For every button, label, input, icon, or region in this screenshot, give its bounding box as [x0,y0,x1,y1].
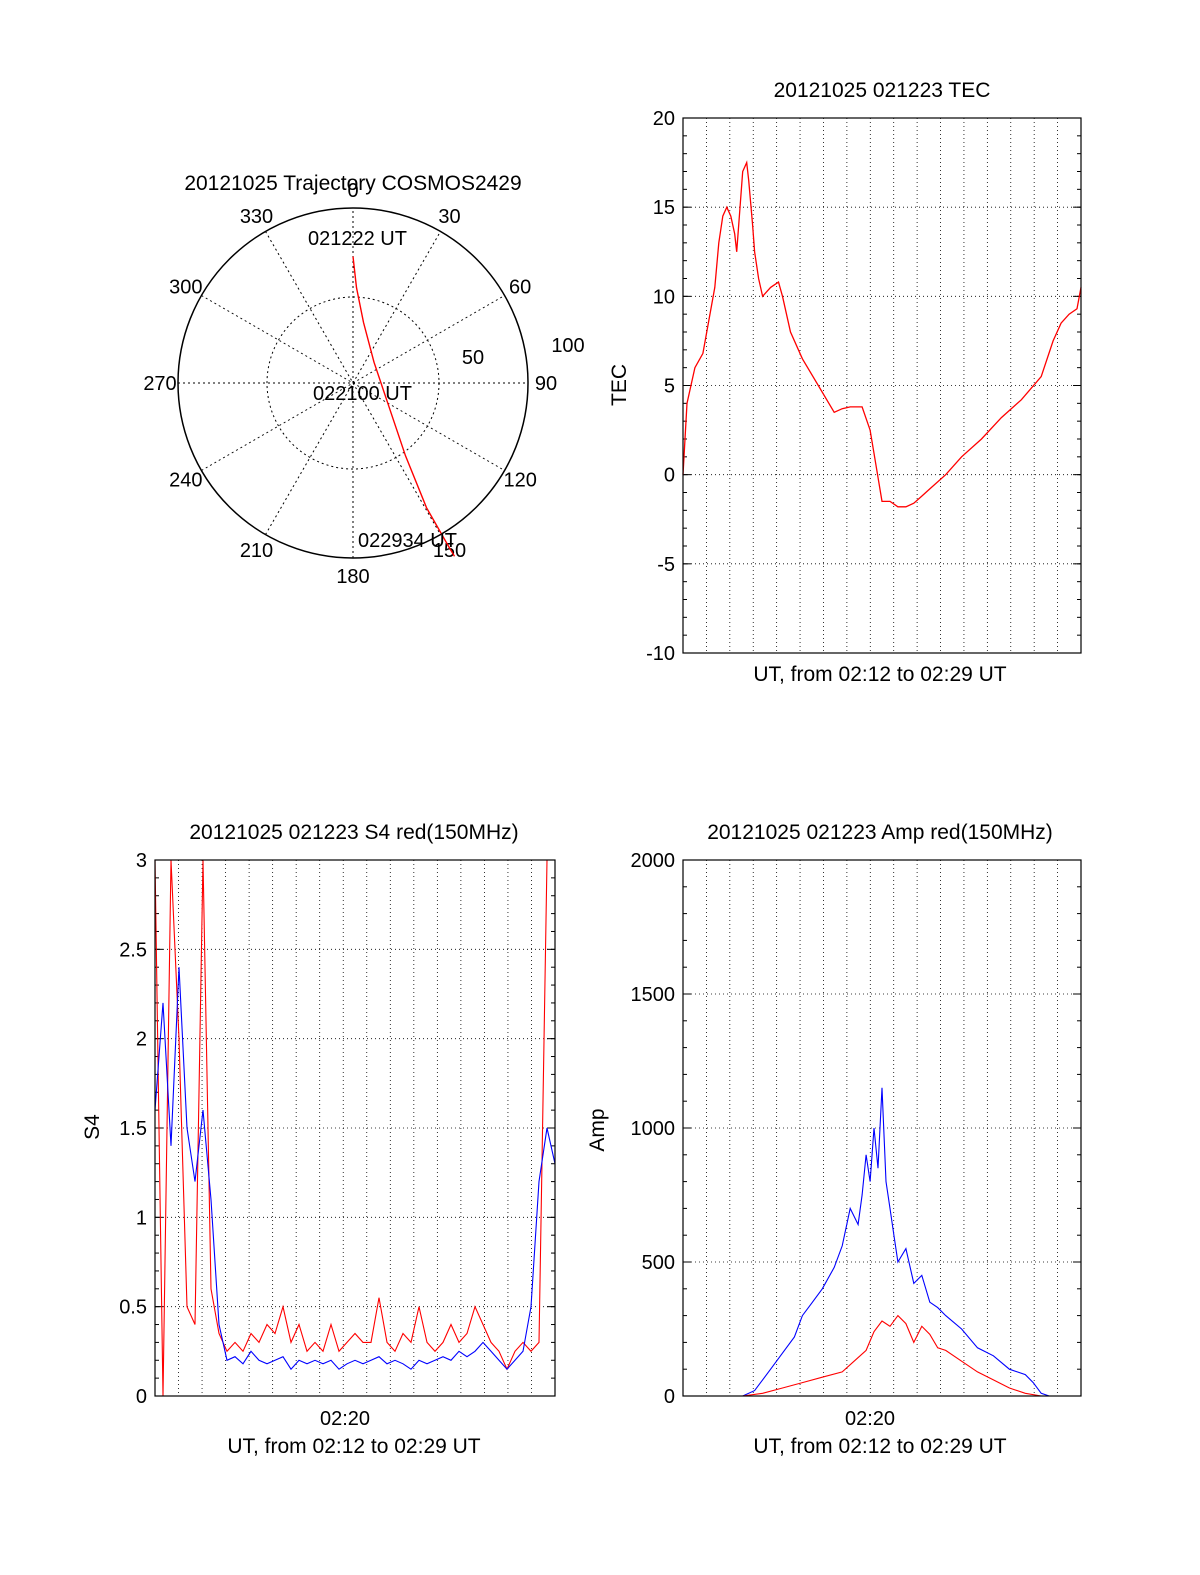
tec-y-tick-labels: 20 15 10 5 0 -5 -10 [646,108,675,665]
s4-red-series [154,859,555,1397]
tec-y-tick-label: -5 [657,554,675,576]
tec-plot: 20121025 021223 TEC 20 15 10 5 0 -5 -10 TEC UT… [608,79,1082,686]
amp-blue-series [683,1087,1081,1397]
amp-red-series [683,1314,1081,1397]
polar-grid [177,207,529,559]
polar-angle-label: 300 [169,277,202,299]
amp-y-tick-label: 1000 [631,1118,676,1140]
polar-angle-label: 0 [347,180,358,202]
polar-title: 20121025 Trajectory COSMOS2429 [184,172,521,195]
tec-y-tick-label: 5 [664,376,675,398]
polar-angle-label: 60 [509,277,531,299]
amp-y-tick-label: 1500 [631,984,676,1006]
s4-y-tick-label: 2 [136,1029,147,1051]
amp-title: 20121025 021223 Amp red(150MHz) [707,821,1053,844]
polar-spoke-150 [265,231,441,535]
polar-angle-label: 120 [503,470,536,492]
s4-y-tick-label: 2.5 [119,939,147,961]
tec-x-label: UT, from 02:12 to 02:29 UT [753,663,1006,686]
polar-angle-label: 210 [240,540,273,562]
polar-radius-label-50: 50 [462,347,484,369]
tec-frame [682,117,1082,654]
s4-y-tick-label: 0 [136,1386,147,1408]
s4-y-tick-labels: 3 2.5 2 1.5 1 0.5 0 [119,850,147,1408]
polar-angle-labels: 0 30 60 90 120 150 180 210 240 270 300 330 [143,180,557,588]
s4-y-tick-label: 1.5 [119,1118,147,1140]
amp-y-tick-label: 500 [642,1252,675,1274]
s4-grid [155,859,555,1397]
s4-y-tick-label: 3 [136,850,147,872]
s4-title: 20121025 021223 S4 red(150MHz) [189,821,518,844]
polar-angle-label: 330 [240,206,273,228]
amp-grid [683,859,1081,1397]
tec-grid [683,117,1081,654]
tec-series-line [682,160,1082,508]
amp-frame [682,859,1082,1397]
amp-y-tick-labels: 2000 1500 1000 500 0 [631,850,676,1408]
polar-angle-label: 270 [143,373,176,395]
tec-y-tick-label: 10 [653,286,675,308]
trajectory-end-time: 022934 UT [358,530,457,552]
s4-blue-series [154,967,556,1371]
s4-frame [154,859,556,1397]
amp-x-tick-label: 02:20 [845,1408,895,1430]
amp-y-tick-label: 2000 [631,850,676,872]
polar-angle-label: 180 [336,566,369,588]
s4-y-label: S4 [81,1114,104,1140]
tec-y-label: TEC [608,364,631,406]
polar-angle-label: 150 [433,540,466,562]
trajectory-start-time: 021222 UT [308,228,407,250]
polar-angle-label: 30 [438,206,460,228]
tec-y-tick-label: 20 [653,108,675,130]
s4-plot: 20121025 021223 S4 red(150MHz) 3 2.5 2 1.5 1… [81,821,556,1458]
polar-trajectory-plot: 20121025 Trajectory COSMOS2429 0 30 60 90 12… [143,172,584,588]
polar-angle-label: 240 [169,470,202,492]
polar-angle-label: 90 [535,373,557,395]
amp-plot: 20121025 021223 Amp red(150MHz) 2000 1500… [586,821,1082,1458]
s4-y-tick-label: 0.5 [119,1297,147,1319]
amp-y-label: Amp [586,1108,609,1151]
tec-title: 20121025 021223 TEC [774,79,991,102]
amp-x-label: UT, from 02:12 to 02:29 UT [753,1435,1006,1458]
tec-y-tick-label: 0 [664,465,675,487]
trajectory-mid-time: 022100 UT [313,383,412,405]
tec-y-tick-label: 15 [653,197,675,219]
tec-y-tick-label: -10 [646,643,675,665]
s4-x-tick-label: 02:20 [320,1408,370,1430]
amp-y-tick-label: 0 [664,1386,675,1408]
polar-radius-label-100: 100 [551,335,584,357]
s4-y-tick-label: 1 [136,1207,147,1229]
trajectory-line [352,256,456,557]
s4-x-label: UT, from 02:12 to 02:29 UT [227,1435,480,1458]
